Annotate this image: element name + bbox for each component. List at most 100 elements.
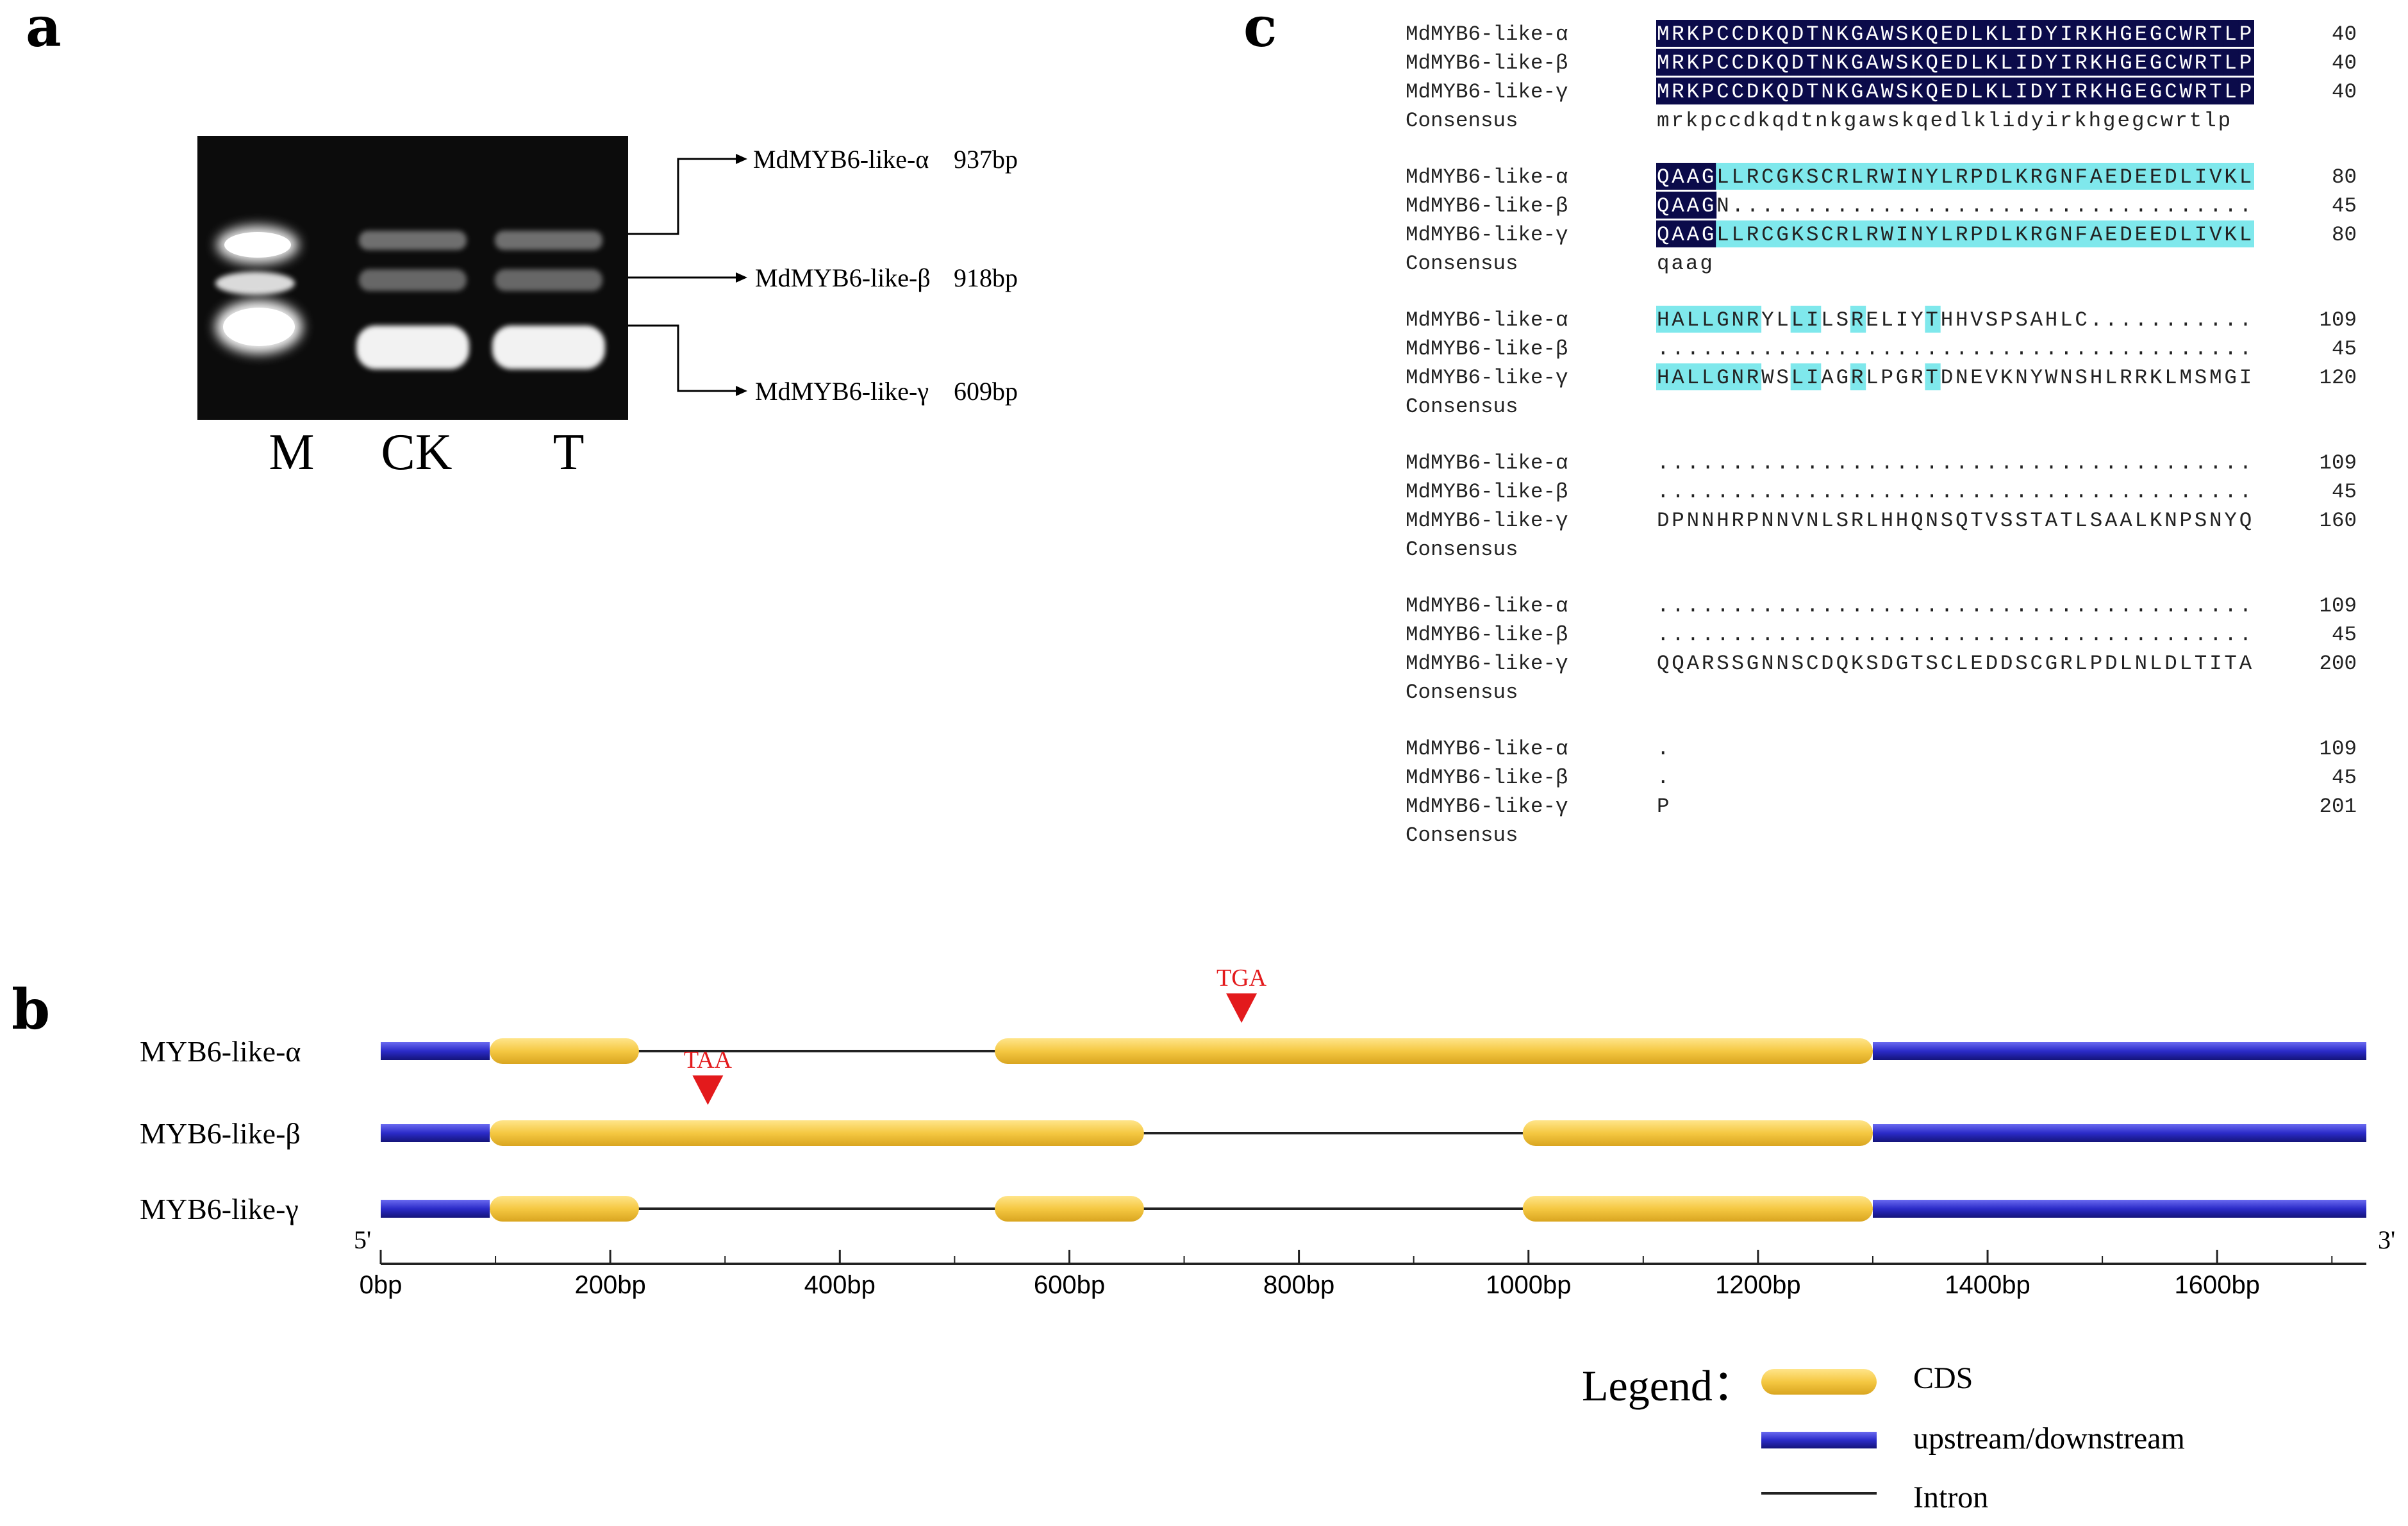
alignment-position: 40	[2332, 22, 2357, 46]
alignment-highlight	[2104, 163, 2120, 190]
sequence-alignment: MdMYB6-like-α MRKPCCDKQDTNKGAWSKQEDLKLIDY…	[1406, 20, 2357, 847]
alignment-highlight	[2014, 220, 2030, 247]
alignment-highlight	[2164, 78, 2180, 104]
alignment-highlight	[1880, 163, 1896, 190]
alignment-row-name: MdMYB6-like-α	[1406, 165, 1568, 189]
alignment-highlight	[2104, 78, 2120, 104]
alignment-highlight	[2044, 20, 2061, 47]
alignment-highlight	[1761, 163, 1777, 190]
alignment-highlight	[1775, 49, 1791, 76]
cds-exon	[1522, 1120, 1873, 1146]
alignment-highlight	[1895, 163, 1911, 190]
alignment-position: 201	[2319, 795, 2357, 818]
legend-cds-swatch	[1761, 1369, 1877, 1395]
alignment-position: 80	[2332, 223, 2357, 247]
alignment-highlight	[1910, 78, 1926, 104]
alignment-highlight	[2164, 20, 2180, 47]
alignment-highlight	[1910, 163, 1926, 190]
axis-tick-label: 1200bp	[1715, 1271, 1800, 1299]
alignment-highlight	[1731, 20, 1747, 47]
alignment-highlight	[1999, 78, 2016, 104]
pointer-alpha	[628, 158, 737, 235]
alignment-highlight	[2074, 49, 2090, 76]
alignment-highlight	[1656, 163, 1672, 190]
alignment-highlight	[1939, 78, 1955, 104]
gene-label: MYB6-like-α	[140, 1035, 301, 1068]
alignment-highlight	[2089, 49, 2105, 76]
alignment-highlight	[1656, 20, 1672, 47]
cds-exon	[1522, 1196, 1873, 1222]
gel-band	[223, 308, 295, 346]
alignment-highlight	[2044, 78, 2061, 104]
alignment-position: 160	[2319, 509, 2357, 533]
alignment-highlight	[1925, 78, 1941, 104]
stop-codon-label: TGA	[1216, 965, 1267, 991]
alignment-highlight	[1731, 78, 1747, 104]
alignment-highlight	[2029, 220, 2045, 247]
alignment-highlight	[2104, 20, 2120, 47]
axis-tick-label: 1400bp	[1945, 1271, 2030, 1299]
alignment-highlight	[2148, 20, 2165, 47]
alignment-highlight	[2059, 78, 2075, 104]
alignment-highlight	[2238, 163, 2254, 190]
alignment-highlight	[1970, 220, 1986, 247]
alignment-highlight	[2164, 220, 2180, 247]
alignment-highlight	[1880, 20, 1896, 47]
alignment-highlight	[1656, 306, 1672, 333]
alignment-highlight	[2059, 220, 2075, 247]
alignment-highlight	[1731, 306, 1747, 333]
alignment-highlight	[2089, 78, 2105, 104]
alignment-highlight	[1820, 220, 1836, 247]
alignment-row-name: Consensus	[1406, 109, 1518, 133]
alignment-highlight	[2089, 220, 2105, 247]
alignment-highlight	[1999, 20, 2016, 47]
alignment-highlight	[2238, 220, 2254, 247]
cds-exon	[490, 1196, 639, 1222]
gel-band	[356, 326, 469, 369]
alignment-sequence: .	[1657, 766, 1671, 790]
alignment-highlight	[2209, 78, 2225, 104]
band-size-gamma: 609bp	[954, 377, 1018, 406]
alignment-position: 40	[2332, 80, 2357, 104]
alignment-sequence: ........................................	[1657, 337, 2254, 361]
alignment-highlight	[1671, 220, 1687, 247]
alignment-highlight	[1820, 20, 1836, 47]
alignment-highlight	[2148, 78, 2165, 104]
upstream-region	[381, 1124, 490, 1142]
alignment-highlight	[1999, 220, 2016, 247]
alignment-highlight	[1790, 306, 1806, 333]
alignment-highlight	[1731, 49, 1747, 76]
alignment-highlight	[1761, 49, 1777, 76]
alignment-highlight	[1850, 20, 1866, 47]
legend-title: Legend：	[1582, 1361, 1756, 1410]
alignment-position: 45	[2332, 766, 2357, 790]
alignment-highlight	[2134, 220, 2150, 247]
stop-codon-label: TAA	[684, 1047, 733, 1074]
alignment-highlight	[1686, 163, 1702, 190]
alignment-highlight	[1671, 49, 1687, 76]
alignment-highlight	[1895, 78, 1911, 104]
alignment-position: 109	[2319, 594, 2357, 618]
alignment-highlight	[1671, 363, 1687, 390]
alignment-row-name: Consensus	[1406, 395, 1518, 419]
alignment-row-name: MdMYB6-like-β	[1406, 623, 1568, 647]
alignment-highlight	[2059, 49, 2075, 76]
lane-label-ck: CK	[381, 424, 452, 481]
alignment-highlight	[2029, 49, 2045, 76]
alignment-highlight	[1925, 163, 1941, 190]
alignment-highlight	[2193, 78, 2210, 104]
band-size-alpha: 937bp	[954, 145, 1018, 174]
alignment-highlight	[2223, 163, 2239, 190]
alignment-highlight	[1925, 20, 1941, 47]
alignment-highlight	[2209, 20, 2225, 47]
alignment-highlight	[1865, 49, 1881, 76]
axis-tick-label: 800bp	[1263, 1271, 1334, 1299]
stop-codon-marker	[1226, 993, 1258, 1023]
alignment-position: 120	[2319, 366, 2357, 390]
downstream-region	[1872, 1124, 2366, 1142]
alignment-highlight	[1716, 49, 1732, 76]
alignment-highlight	[2238, 78, 2254, 104]
alignment-sequence: QAAGN...................................	[1657, 194, 2254, 218]
alignment-highlight	[1671, 306, 1687, 333]
alignment-highlight	[1925, 363, 1941, 390]
